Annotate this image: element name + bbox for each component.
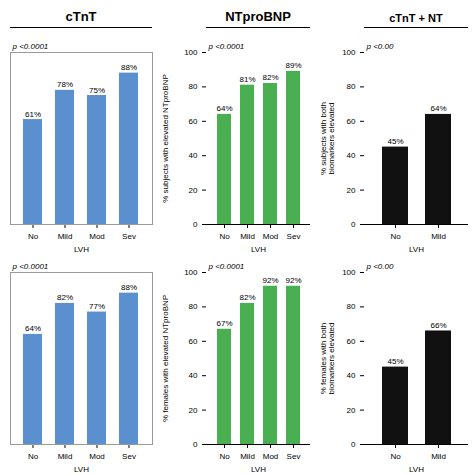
svg-text:Mild: Mild [58, 452, 73, 461]
svg-text:No: No [219, 452, 230, 461]
html-text:cTnT + NT: cTnT + NT [389, 12, 443, 24]
svg-text:45%: 45% [387, 357, 403, 366]
svg-text:100: 100 [184, 48, 198, 57]
svg-text:92%: 92% [262, 276, 278, 285]
svg-text:64%: 64% [25, 324, 41, 333]
svg-text:Sev: Sev [122, 232, 136, 241]
svg-text:20: 20 [189, 186, 198, 195]
svg-text:% females with bothbiomarkers: % females with bothbiomarkers elevated [319, 322, 336, 394]
svg-text:60: 60 [347, 117, 356, 126]
svg-text:60: 60 [189, 337, 198, 346]
svg-text:77%: 77% [89, 302, 105, 311]
svg-text:p <0.0001: p <0.0001 [12, 262, 49, 271]
svg-text:80: 80 [347, 302, 356, 311]
svg-text:75%: 75% [89, 86, 105, 95]
svg-text:Mod: Mod [89, 232, 105, 241]
svg-text:64%: 64% [216, 104, 232, 113]
svg-text:82%: 82% [57, 293, 73, 302]
svg-text:61%: 61% [25, 110, 41, 119]
svg-text:Mild: Mild [240, 232, 255, 241]
svg-text:p <0.0001: p <0.0001 [12, 42, 49, 51]
svg-text:% females with elevated NTproB: % females with elevated NTproBNP [161, 295, 170, 422]
svg-text:Mild: Mild [240, 452, 255, 461]
svg-text:p <0.00: p <0.00 [366, 262, 394, 271]
svg-text:66%: 66% [430, 321, 446, 330]
svg-text:Mild: Mild [58, 232, 73, 241]
svg-text:45%: 45% [387, 137, 403, 146]
svg-text:Mod: Mod [263, 452, 279, 461]
svg-text:Mod: Mod [89, 452, 105, 461]
svg-text:78%: 78% [57, 80, 73, 89]
svg-text:No: No [390, 452, 401, 461]
svg-text:LVH: LVH [251, 245, 266, 254]
svg-text:% subjects with elevated NTpro: % subjects with elevated NTproBNP [161, 74, 170, 203]
svg-text:82%: 82% [262, 73, 278, 82]
svg-text:20: 20 [347, 186, 356, 195]
svg-text:88%: 88% [121, 63, 137, 72]
svg-text:LVH: LVH [74, 465, 89, 474]
svg-text:LVH: LVH [409, 245, 424, 254]
svg-text:40: 40 [347, 371, 356, 380]
svg-text:0: 0 [193, 220, 198, 229]
svg-text:LVH: LVH [251, 465, 266, 474]
svg-text:Sev: Sev [122, 452, 136, 461]
svg-text:p <0.00: p <0.00 [366, 42, 394, 51]
svg-text:LVH: LVH [409, 465, 424, 474]
svg-text:20: 20 [189, 406, 198, 415]
svg-text:LVH: LVH [74, 245, 89, 254]
svg-text:Mild: Mild [431, 232, 446, 241]
html-text:cTnT: cTnT [65, 9, 97, 24]
svg-text:0: 0 [351, 440, 356, 449]
svg-text:Sev: Sev [287, 232, 301, 241]
svg-text:80: 80 [189, 302, 198, 311]
svg-text:40: 40 [189, 151, 198, 160]
svg-text:No: No [28, 232, 39, 241]
svg-text:Sev: Sev [287, 452, 301, 461]
svg-text:% subjects with bothbiomarkers: % subjects with bothbiomarkers elevated [319, 102, 336, 175]
svg-text:80: 80 [189, 82, 198, 91]
svg-text:No: No [390, 232, 401, 241]
svg-text:100: 100 [184, 268, 198, 277]
svg-text:67%: 67% [216, 319, 232, 328]
svg-text:60: 60 [189, 117, 198, 126]
svg-text:100: 100 [342, 268, 356, 277]
svg-text:64%: 64% [430, 104, 446, 113]
svg-text:20: 20 [347, 406, 356, 415]
svg-text:Mild: Mild [431, 452, 446, 461]
svg-text:60: 60 [347, 337, 356, 346]
svg-text:92%: 92% [285, 276, 301, 285]
svg-text:p <0.0001: p <0.0001 [208, 262, 245, 271]
svg-text:0: 0 [351, 220, 356, 229]
svg-text:100: 100 [342, 48, 356, 57]
svg-text:40: 40 [347, 151, 356, 160]
svg-text:80: 80 [347, 82, 356, 91]
svg-text:81%: 81% [239, 75, 255, 84]
svg-text:p <0.0001: p <0.0001 [208, 42, 245, 51]
svg-text:82%: 82% [239, 293, 255, 302]
svg-text:No: No [219, 232, 230, 241]
html-text:NTproBNP: NTproBNP [225, 9, 291, 24]
svg-text:88%: 88% [121, 283, 137, 292]
svg-text:No: No [28, 452, 39, 461]
svg-text:40: 40 [189, 371, 198, 380]
svg-text:89%: 89% [285, 61, 301, 70]
svg-text:Mod: Mod [263, 232, 279, 241]
svg-text:0: 0 [193, 440, 198, 449]
